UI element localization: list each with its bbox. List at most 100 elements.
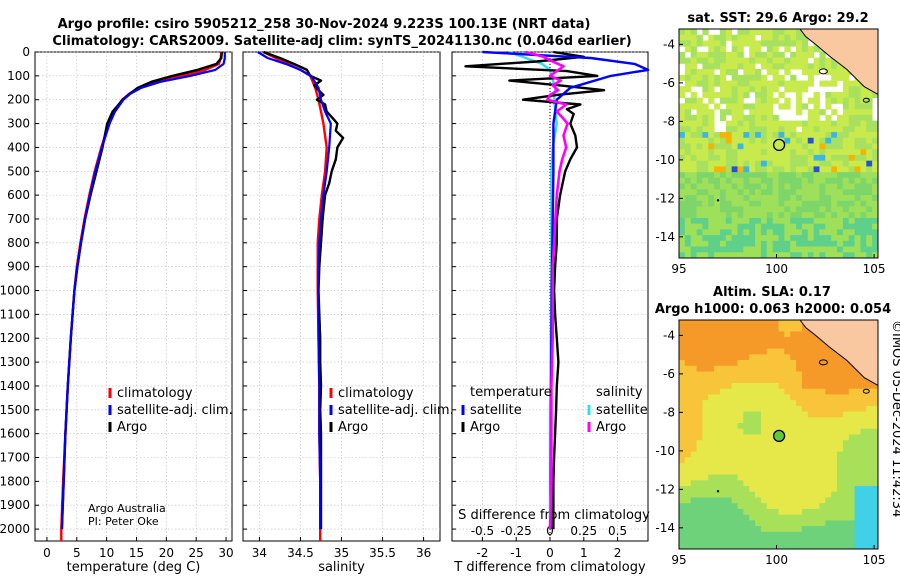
map-cell [690, 365, 697, 372]
map-cell [755, 474, 762, 481]
map-cell [860, 428, 867, 435]
map-cell [831, 382, 838, 390]
map-cell [749, 143, 756, 150]
map-cell [796, 497, 803, 504]
map-cell [719, 200, 727, 207]
s-tick-label: 0.5 [608, 524, 627, 538]
map-cell [784, 331, 791, 338]
map-cell [755, 183, 762, 190]
map-cell [755, 132, 762, 139]
map-cell [749, 463, 756, 470]
map-cell [831, 69, 838, 76]
map-cell [708, 360, 715, 367]
map-cell [725, 342, 733, 350]
map-cell [854, 217, 861, 225]
map-cell [831, 183, 838, 190]
map-cell [679, 360, 686, 367]
map-cell [778, 51, 785, 59]
map-cell [749, 109, 756, 116]
map-cell [714, 337, 721, 344]
map-cell [807, 97, 815, 104]
y-tick-label: -8 [663, 405, 675, 419]
map-cell [842, 149, 850, 156]
map-cell [690, 143, 697, 150]
map-cell [725, 371, 733, 378]
map-cell [831, 149, 838, 156]
map-cell [872, 388, 879, 395]
map-cell [743, 212, 750, 219]
map-cell [854, 120, 861, 127]
map-cell [807, 445, 815, 453]
map-cell [796, 360, 803, 367]
map-cell [690, 172, 697, 179]
map-cell [854, 468, 861, 475]
map-cell [860, 486, 867, 493]
map-cell [714, 434, 721, 441]
map-cell [801, 486, 809, 493]
map-cell [854, 97, 861, 104]
x-tick-label: 2 [614, 546, 622, 560]
map-cell [725, 189, 733, 196]
map-cell [731, 80, 738, 87]
map-cell [743, 480, 750, 487]
map-cell [737, 405, 744, 413]
map-cell [714, 531, 721, 538]
map-cell [696, 137, 703, 144]
map-cell [749, 172, 756, 179]
map-cell [790, 400, 797, 407]
map-cell [679, 235, 686, 242]
map-cell [737, 417, 744, 424]
map-cell [778, 63, 785, 70]
map-cell [708, 423, 715, 430]
map-cell [690, 91, 697, 99]
map-cell [743, 189, 750, 196]
map-cell [719, 46, 727, 53]
map-cell [684, 428, 692, 435]
map-cell [790, 195, 797, 202]
map-cell [731, 331, 738, 338]
map-cell [684, 149, 692, 156]
y-tick-label: 1200 [0, 331, 30, 345]
map-cell [749, 428, 756, 435]
map-cell [725, 400, 733, 407]
map-cell [731, 57, 738, 64]
map-cell [749, 503, 756, 510]
map-cell [714, 240, 721, 247]
map-cell [819, 531, 826, 538]
map-cell [679, 183, 686, 190]
map-cell [772, 480, 779, 487]
map-cell [743, 80, 750, 87]
map-cell [690, 34, 697, 41]
map-cell [755, 520, 762, 527]
map-cell [714, 212, 721, 219]
map-cell [819, 183, 826, 190]
map-cell [860, 235, 867, 242]
map-cell [696, 206, 703, 213]
map-cell [772, 217, 779, 225]
map-cell [837, 149, 844, 156]
map-cell [725, 57, 733, 64]
map-cell [772, 320, 779, 327]
map-cell [825, 195, 832, 202]
map-cell [737, 486, 744, 493]
map-cell [760, 57, 768, 64]
map-cell [719, 382, 727, 390]
map-cell [702, 172, 709, 179]
map-cell [854, 154, 861, 162]
map-cell [725, 394, 733, 401]
map-cell [807, 451, 815, 458]
map-cell [848, 114, 855, 122]
map-cell [813, 114, 820, 122]
map-cell [825, 423, 832, 430]
map-cell [778, 365, 785, 372]
map-cell [819, 394, 826, 401]
map-cell [837, 69, 844, 76]
map-cell [679, 491, 686, 498]
map-cell [866, 240, 873, 247]
map-cell [702, 217, 709, 225]
map-cell [760, 132, 768, 139]
map-cell [731, 468, 738, 475]
map-cell [825, 491, 832, 498]
map-cell [708, 132, 715, 139]
map-cell [801, 143, 809, 150]
